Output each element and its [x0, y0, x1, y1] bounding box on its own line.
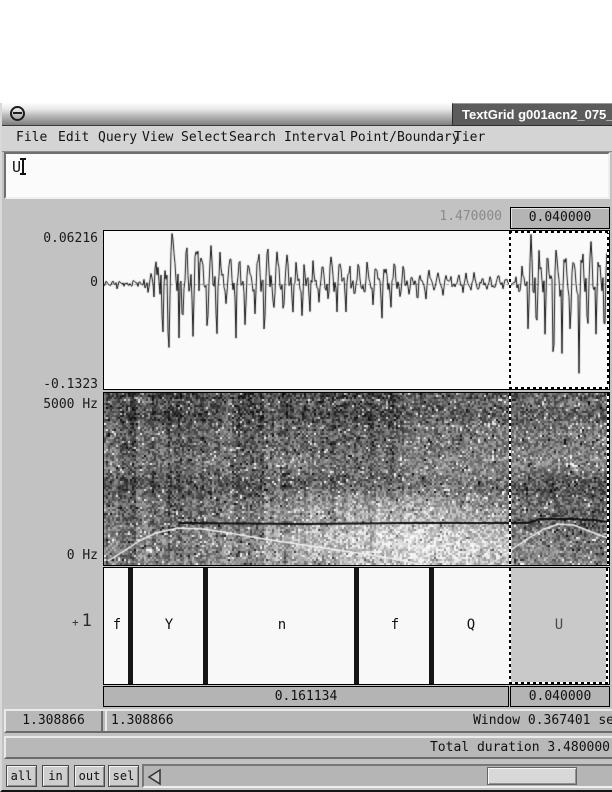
interval-boundary[interactable]	[203, 568, 208, 684]
scroll-left-arrow-icon[interactable]	[145, 767, 165, 787]
interval-boundary[interactable]	[429, 568, 434, 684]
selection-top-edge	[509, 231, 609, 233]
menu-select[interactable]: Select	[181, 130, 228, 145]
selection-left-edge[interactable]	[509, 568, 511, 684]
text-cursor-icon	[19, 158, 27, 175]
zoom-out-button[interactable]: out	[74, 765, 105, 787]
selection-bottom-edge	[509, 682, 608, 684]
interval-label-input[interactable]: U	[4, 152, 610, 199]
zoom-in-button[interactable]: in	[42, 765, 69, 787]
spectrogram-min-hz-label: 0 Hz	[66, 548, 98, 563]
selected-interval[interactable]	[509, 568, 608, 684]
rest-duration-button[interactable]: 0.161134	[103, 686, 509, 707]
zoom-all-button[interactable]: all	[6, 765, 37, 787]
interval-boundary[interactable]	[354, 568, 359, 684]
waveform-canvas[interactable]	[104, 231, 609, 389]
selection-start-box[interactable]: 1.308866	[6, 711, 103, 731]
selection-duration-bottom-button[interactable]: 0.040000	[510, 686, 610, 707]
spectrogram-panel[interactable]	[103, 392, 610, 566]
spectrogram-canvas[interactable]	[104, 393, 609, 565]
zoom-sel-button[interactable]: sel	[108, 765, 139, 787]
selection-duration-button[interactable]: 0.040000	[510, 207, 610, 229]
selection-left-edge[interactable]	[509, 231, 511, 389]
app-window: TextGrid g001acn2_075_ File Edit Query V…	[0, 103, 612, 792]
interval-label-text: U	[12, 158, 22, 176]
interval-label[interactable]: Y	[164, 617, 174, 633]
menu-bar: File Edit Query View Select Search Inter…	[2, 126, 612, 152]
menu-edit[interactable]: Edit	[58, 130, 90, 145]
menu-tier[interactable]: Tier	[454, 130, 486, 145]
tier-number-label[interactable]: +1	[72, 611, 100, 631]
selection-right-edge[interactable]	[607, 393, 609, 565]
window-duration-label: Window 0.367401 se	[473, 713, 612, 728]
menu-interval[interactable]: Interval	[284, 130, 347, 145]
amplitude-min-label: -0.1323	[43, 377, 98, 392]
tier-number: 1	[81, 611, 92, 631]
total-duration-bar[interactable]: Total duration 3.480000	[4, 736, 612, 759]
menu-search[interactable]: Search	[229, 130, 276, 145]
amplitude-zero-label: 0	[90, 275, 98, 290]
selection-bottom-edge	[509, 387, 609, 389]
selection-right-edge[interactable]	[606, 568, 608, 684]
interval-label[interactable]: f	[390, 617, 400, 633]
minimize-icon[interactable]	[10, 106, 25, 121]
interval-label[interactable]: n	[277, 617, 287, 633]
amplitude-max-label: 0.06216	[43, 231, 98, 246]
selection-right-edge[interactable]	[607, 231, 609, 389]
title-bar[interactable]: TextGrid g001acn2_075_	[2, 103, 612, 126]
menu-view[interactable]: View	[142, 130, 174, 145]
waveform-panel[interactable]	[103, 230, 610, 390]
interval-label-selected[interactable]: U	[554, 617, 564, 633]
interval-label[interactable]: Q	[466, 617, 476, 633]
selection-left-edge[interactable]	[509, 393, 511, 565]
horizontal-scrollbar[interactable]	[142, 764, 612, 788]
time-status-bar[interactable]: 1.308866 1.308866 Window 0.367401 se	[4, 709, 612, 733]
menu-file[interactable]: File	[16, 130, 48, 145]
menu-point-boundary[interactable]: Point/Boundary	[350, 130, 460, 145]
tier-cursor-plus: +	[72, 616, 79, 629]
window-title: TextGrid g001acn2_075_	[452, 103, 612, 126]
selection-start-time: 1.308866	[105, 711, 612, 731]
time-before-selection[interactable]: 1.470000	[439, 209, 502, 224]
menu-query[interactable]: Query	[98, 130, 138, 145]
interval-boundary[interactable]	[128, 568, 133, 684]
interval-tier-panel[interactable]: f Y n f Q U	[103, 567, 610, 685]
spectrogram-max-hz-label: 5000 Hz	[43, 397, 98, 412]
scrollbar-thumb[interactable]	[487, 767, 577, 785]
interval-label[interactable]: f	[112, 617, 122, 633]
